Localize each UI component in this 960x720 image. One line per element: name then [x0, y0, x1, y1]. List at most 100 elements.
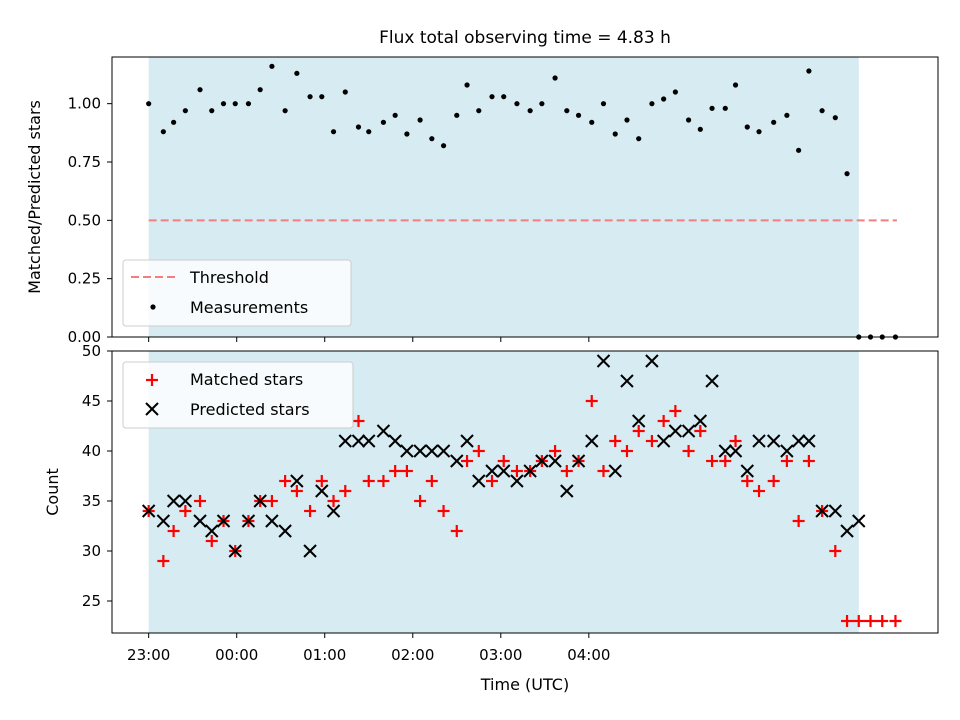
predicted-star-point — [193, 514, 207, 528]
matched-star-point — [876, 615, 889, 627]
measurement-point — [307, 94, 313, 100]
predicted-star-point — [497, 464, 511, 478]
counts-chart: 25 30 35 40 45 50 23:00 00:00 01:00 02:00 03:00 04… — [43, 342, 939, 694]
predicted-star-point — [752, 434, 766, 448]
counts-y-axis-label: Count — [43, 468, 62, 516]
matched-star-point — [753, 485, 766, 497]
predicted-star-point — [571, 454, 586, 468]
measurement-point — [564, 108, 570, 114]
measurement-point — [355, 124, 362, 130]
measurement-point — [319, 94, 325, 100]
measurement-point — [744, 124, 750, 130]
counts-y-tick-label: 50 — [82, 342, 101, 360]
matched-star-point — [472, 445, 485, 457]
matched-star-point — [694, 425, 707, 437]
measurement-point — [220, 101, 227, 107]
ratio-y-tick-label: 0.50 — [68, 211, 101, 229]
predicted-star-point — [265, 514, 279, 528]
measurement-point — [672, 89, 678, 95]
predicted-stars-legend-marker — [145, 402, 159, 416]
matched-star-point — [290, 485, 303, 497]
measurement-point — [197, 87, 203, 93]
predicted-star-point — [596, 354, 611, 368]
predicted-star-point — [631, 414, 646, 428]
predicted-star-point — [436, 444, 451, 458]
predicted-star-point — [815, 504, 829, 518]
measurement-point — [330, 129, 337, 135]
matched-star-point — [669, 405, 682, 417]
predicted-star-point — [705, 374, 719, 388]
ratio-chart: Flux total observing time = 4.83 h 0.00 0… — [25, 28, 939, 346]
matched-star-point — [157, 555, 170, 567]
matched-star-point — [802, 455, 815, 467]
matched-star-point — [645, 435, 658, 447]
predicted-star-point — [351, 434, 366, 448]
predicted-star-point — [166, 494, 181, 508]
predicted-star-point — [740, 464, 754, 478]
predicted-star-point — [728, 444, 743, 458]
measurement-point — [294, 70, 300, 76]
predicted-star-point — [852, 514, 866, 528]
measurement-point — [501, 94, 507, 100]
predicted-star-point — [450, 454, 464, 468]
measurement-point — [612, 131, 618, 137]
matched-star-point — [279, 475, 292, 487]
predicted-star-point — [585, 434, 599, 448]
time-x-tick-label: 23:00 — [127, 646, 170, 664]
matched-star-point — [315, 475, 328, 487]
measurement-point — [282, 108, 288, 114]
counts-plot-frame — [111, 350, 939, 634]
predicted-star-point — [656, 434, 671, 448]
measurement-point — [440, 143, 447, 149]
predicted-star-point — [338, 434, 352, 448]
matched-star-point — [437, 505, 450, 517]
measurement-point — [269, 63, 275, 69]
matched-star-point — [414, 495, 427, 507]
threshold-legend-label: Threshold — [189, 268, 269, 287]
predicted-star-point — [718, 444, 732, 458]
matched-star-point — [719, 455, 732, 467]
matched-star-point — [497, 455, 510, 467]
measurement-point — [552, 75, 558, 81]
ratio-y-tick-label: 0.25 — [68, 270, 101, 288]
matched-star-point — [265, 495, 278, 507]
matched-star-point — [609, 435, 622, 447]
matched-star-point — [620, 445, 633, 457]
chart-title: Flux total observing time = 4.83 h — [379, 28, 671, 48]
predicted-star-point — [802, 434, 816, 448]
measurement-point — [489, 94, 495, 100]
measurement-point — [257, 87, 263, 93]
counts-y-tick-label: 40 — [82, 442, 101, 460]
measurement-point — [464, 82, 470, 88]
predicted-star-point — [400, 444, 414, 458]
matched-star-point — [767, 475, 780, 487]
predicted-star-point — [362, 434, 376, 448]
predicted-star-point — [620, 374, 634, 388]
matched-star-point — [729, 435, 742, 447]
matched-star-point — [205, 535, 218, 547]
ratio-y-tick-label: 0.00 — [68, 328, 101, 346]
ratio-y-tick-label: 0.75 — [68, 153, 101, 171]
predicted-star-point — [253, 494, 267, 508]
predicted-star-point — [425, 444, 439, 458]
predicted-star-point — [828, 504, 843, 518]
matched-star-point — [400, 465, 413, 477]
time-x-tick-label: 03:00 — [479, 646, 522, 664]
measurement-point — [146, 101, 152, 107]
measurement-point — [575, 112, 582, 118]
ratio-y-tick-label: 1.00 — [68, 95, 101, 113]
measurement-point — [649, 101, 655, 107]
measurement-point — [771, 119, 777, 125]
matched-star-point — [560, 465, 573, 477]
predicted-star-point — [178, 494, 193, 508]
predicted-star-point — [205, 524, 219, 538]
predicted-star-point — [523, 464, 537, 478]
matched-star-point — [864, 615, 877, 627]
matched-star-point — [780, 455, 793, 467]
measurement-point — [514, 101, 520, 107]
matched-star-point — [741, 475, 754, 487]
measurement-point — [784, 112, 790, 118]
measurement-point — [171, 119, 177, 125]
measurement-point — [429, 136, 435, 142]
